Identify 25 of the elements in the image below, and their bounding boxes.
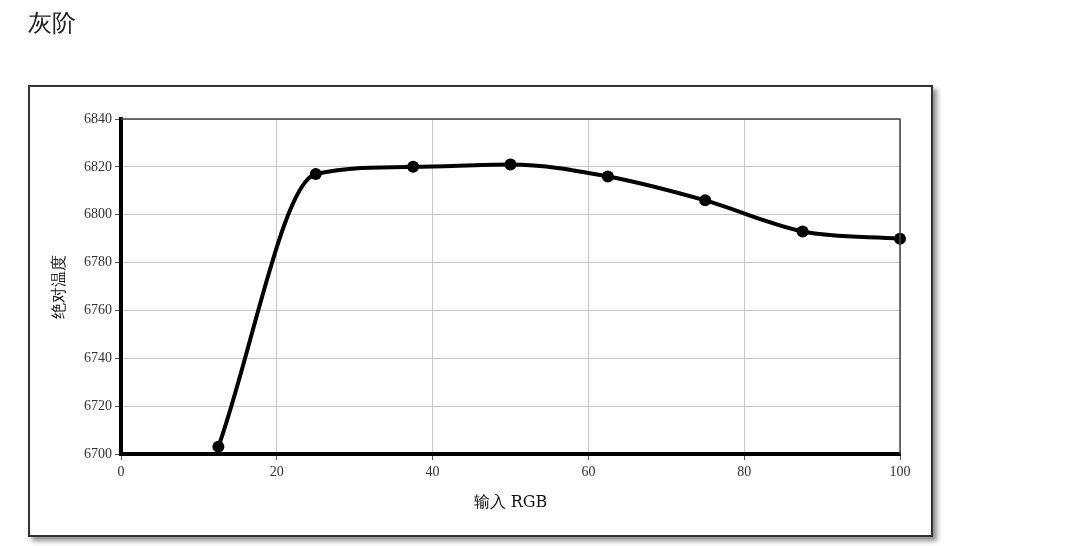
point <box>796 225 809 238</box>
point <box>699 194 712 207</box>
y-axis-title: 绝对温度 <box>48 254 68 319</box>
point <box>407 160 420 173</box>
point <box>309 168 322 181</box>
y-tick-label: 6780 <box>84 254 112 270</box>
y-tick-label: 6820 <box>84 158 112 174</box>
y-tick-label: 6740 <box>84 349 112 365</box>
y-tick-label: 6720 <box>84 397 112 413</box>
y-tick-label: 6800 <box>84 206 112 222</box>
y-tick-label: 6700 <box>84 445 112 461</box>
y-tick-label: 6760 <box>84 302 112 318</box>
y-tick-label: 6840 <box>84 110 112 126</box>
x-tick-label: 100 <box>889 464 911 480</box>
chart-title: 灰阶 <box>28 8 76 39</box>
x-tick-label: 0 <box>117 464 125 480</box>
x-tick-label: 40 <box>425 464 440 480</box>
point <box>601 170 614 183</box>
chart-frame: 输入 RGB 绝对温度 0 20 40 60 80 100 6700 6720 6740 6760 6780 6800 6820 6840 <box>28 85 933 537</box>
x-tick-label: 60 <box>581 464 596 480</box>
x-tick-label: 80 <box>737 464 752 480</box>
point <box>504 158 517 171</box>
x-axis-title: 输入 RGB <box>473 491 548 511</box>
x-tick-label: 20 <box>269 464 284 480</box>
point <box>212 440 225 453</box>
